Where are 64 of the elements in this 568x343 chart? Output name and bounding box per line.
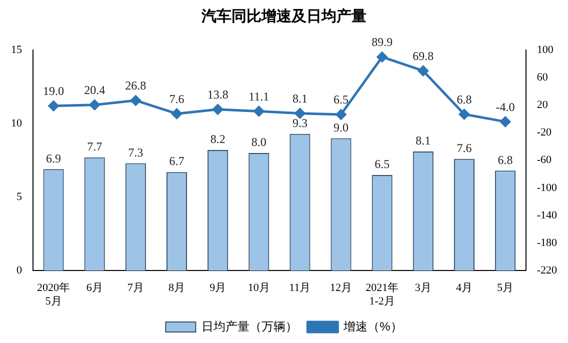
x-tick-label: 2021年 1-2月 xyxy=(366,282,399,308)
point xyxy=(171,108,182,119)
point xyxy=(418,66,428,76)
data-label: 8.2 xyxy=(210,132,226,146)
x-tick-label: 11月 xyxy=(289,282,311,294)
y2-tick-label: -60 xyxy=(536,154,552,166)
y2-tick-label: -220 xyxy=(536,264,558,276)
point xyxy=(336,109,346,120)
data-label: 7.7 xyxy=(87,140,102,154)
data-label: 69.8 xyxy=(412,48,434,63)
point xyxy=(376,52,388,62)
x-tick-label: 8月 xyxy=(168,282,185,294)
y-tick-label: 0 xyxy=(16,264,22,276)
data-label: 89.9 xyxy=(372,35,393,50)
point xyxy=(254,106,264,117)
data-label: 9.3 xyxy=(292,116,308,130)
chart-title: 汽车同比增速及日均产量 xyxy=(200,7,366,26)
point xyxy=(212,104,224,115)
x-tick-label: 7月 xyxy=(127,282,144,294)
x-tick-label: 4月 xyxy=(456,282,472,294)
data-label: -4.0 xyxy=(496,100,515,114)
data-label: 7.6 xyxy=(456,140,472,155)
x-tick-label: 3月 xyxy=(414,282,432,294)
data-label: 6.9 xyxy=(46,151,62,166)
y-tick-label: 5 xyxy=(16,190,22,203)
data-label: 20.4 xyxy=(84,83,106,98)
data-label: 6.8 xyxy=(498,152,513,167)
x-tick-label: 12月 xyxy=(330,282,352,294)
data-label: 11.1 xyxy=(248,89,270,104)
y2-tick-label: -20 xyxy=(536,126,552,139)
point xyxy=(500,116,511,127)
data-label: 19.0 xyxy=(43,84,64,98)
point xyxy=(294,108,306,119)
data-label: 6.8 xyxy=(456,92,472,106)
legend-label: 日均产量（万辆） xyxy=(202,319,298,334)
data-label: 26.8 xyxy=(125,78,146,93)
x-tick-label: 5月 xyxy=(497,282,514,294)
data-label: 8.1 xyxy=(416,134,431,148)
data-label: 8.1 xyxy=(292,92,308,106)
y2-tick-label: 20 xyxy=(536,99,548,112)
x-tick-label: 6月 xyxy=(86,282,103,294)
y-tick-label: 15 xyxy=(11,44,22,56)
data-label: 9.0 xyxy=(334,120,349,134)
point xyxy=(89,100,100,110)
data-label: 6.7 xyxy=(169,154,184,168)
y2-tick-label: -140 xyxy=(536,209,558,222)
y-tick-label: 10 xyxy=(11,117,22,130)
point xyxy=(130,95,141,106)
point xyxy=(458,109,470,120)
legend-label: 增速（%） xyxy=(342,319,402,334)
point xyxy=(48,100,59,112)
x-tick-label: 10月 xyxy=(248,282,270,294)
y2-tick-label: 100 xyxy=(536,44,554,56)
x-tick-label: 2020年 5月 xyxy=(37,282,70,308)
y2-tick-label: -180 xyxy=(536,236,558,249)
data-label: 6.5 xyxy=(334,92,349,107)
data-label: 7.6 xyxy=(169,92,184,106)
y2-tick-label: 60 xyxy=(536,71,548,84)
y2-tick-label: -100 xyxy=(536,182,558,194)
x-tick-label: 9月 xyxy=(210,282,226,294)
data-label: 8.0 xyxy=(251,135,266,150)
data-label: 7.3 xyxy=(128,145,144,160)
data-label: 13.8 xyxy=(207,88,228,102)
data-label: 6.5 xyxy=(374,157,390,172)
